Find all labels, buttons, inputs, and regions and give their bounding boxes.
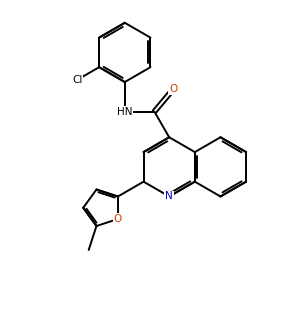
Text: N: N [165, 192, 173, 202]
Text: O: O [169, 84, 178, 94]
Text: HN: HN [117, 107, 133, 116]
Text: Cl: Cl [72, 75, 83, 85]
Text: O: O [114, 214, 122, 224]
